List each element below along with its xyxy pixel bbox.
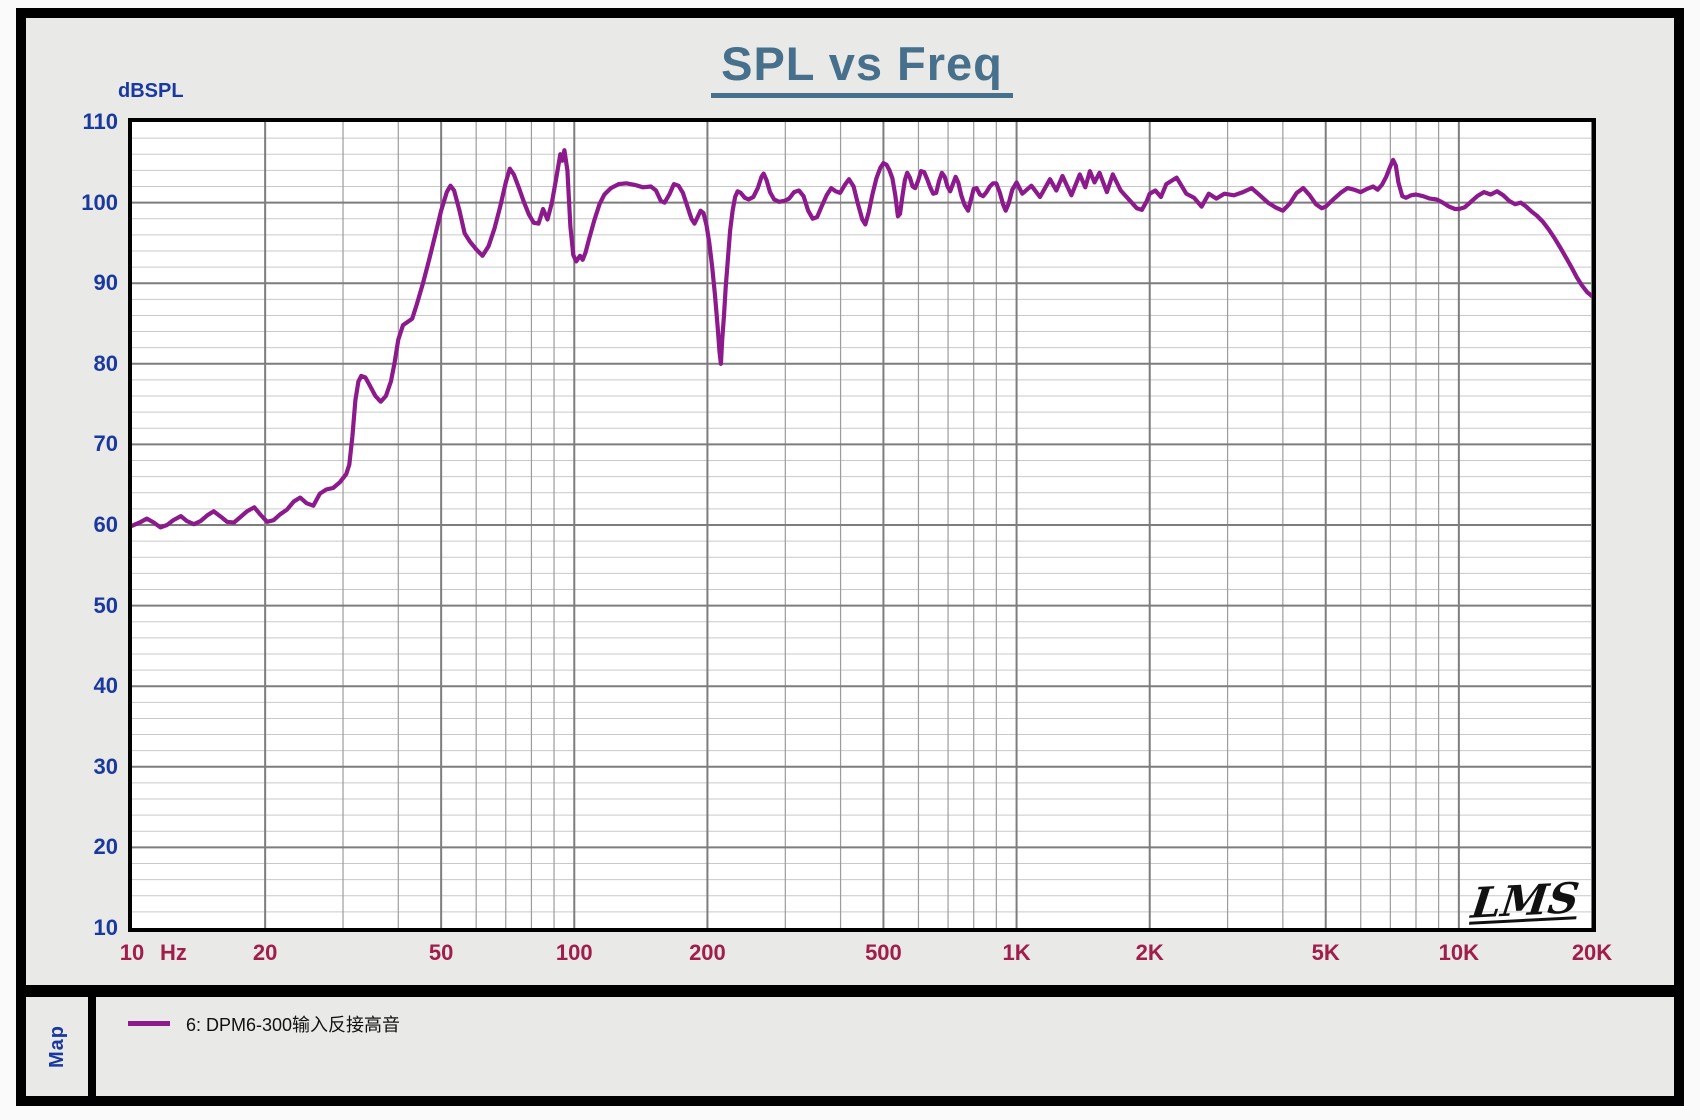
x-tick-label: 10: [119, 940, 145, 965]
y-tick-label: 40: [93, 673, 118, 699]
y-tick-label: 30: [93, 753, 118, 779]
x-tick-label: 500: [865, 940, 902, 965]
y-tick-label: 20: [93, 834, 118, 860]
legend-row: Map 6: DPM6-300输入反接高音: [26, 997, 1674, 1096]
y-tick-label: 100: [81, 189, 118, 215]
map-label: Map: [45, 1025, 68, 1068]
x-tick-label: 20: [252, 940, 278, 965]
y-tick-label: 10: [93, 915, 118, 940]
chart-title-wrap: SPL vs Freq: [128, 36, 1596, 98]
x-tick-label: 50: [428, 940, 454, 965]
x-tick-label: 20K: [1571, 940, 1613, 965]
spl-curve-chart: [132, 122, 1592, 928]
x-tick-label: 5K: [1311, 940, 1340, 965]
y-tick-label: 70: [93, 431, 118, 457]
x-tick-label: 10K: [1438, 940, 1480, 965]
series-swatch: [128, 1021, 170, 1026]
plot-area: LMS: [128, 118, 1596, 932]
legend-content: 6: DPM6-300输入反接高音: [96, 997, 1674, 1096]
x-tick-label: 2K: [1135, 940, 1164, 965]
y-tick-label: 90: [93, 270, 118, 296]
legend-divider: [88, 997, 96, 1096]
x-axis-unit-label: Hz: [160, 940, 187, 965]
x-tick-label: 100: [555, 940, 593, 965]
series-label: 6: DPM6-300输入反接高音: [186, 1015, 401, 1035]
x-tick-label: 200: [689, 940, 726, 965]
outer-frame: SPL vs Freq dBSPL LMS 110 100 90 80 70 60 50 40…: [16, 8, 1684, 1106]
map-cell: Map: [26, 997, 88, 1096]
y-tick-label: 80: [93, 350, 118, 376]
spl-curve: [132, 148, 1592, 530]
y-tick-label: 50: [93, 592, 118, 618]
y-tick-label: 110: [82, 109, 119, 134]
panel-separator: [26, 985, 1674, 997]
chart-title: SPL vs Freq: [711, 36, 1013, 98]
y-axis-unit-label: dBSPL: [118, 80, 184, 102]
y-tick-label: 60: [93, 512, 118, 537]
x-tick-label: 1K: [1002, 940, 1031, 965]
lms-watermark: LMS: [1468, 873, 1582, 928]
